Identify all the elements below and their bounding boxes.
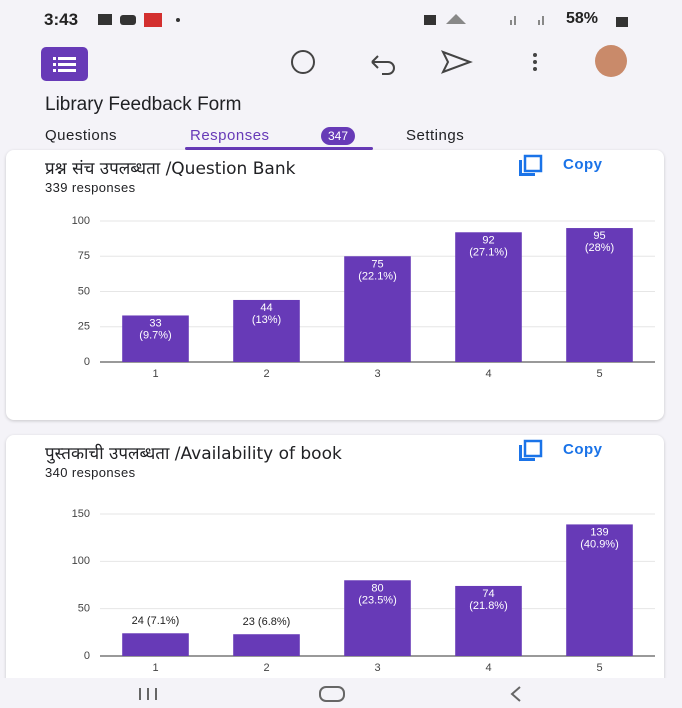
spacer <box>560 13 561 14</box>
more-icon[interactable] <box>533 53 537 71</box>
y-tick-label: 25 <box>78 321 90 333</box>
x-tick-label: 1 <box>152 368 158 380</box>
battery-icon <box>612 13 632 29</box>
send-icon[interactable] <box>443 52 470 72</box>
x-tick-label: 3 <box>374 662 380 674</box>
question-card: प्रश्न संच उपलब्धता /Question Bank 339 r… <box>6 150 664 420</box>
screen: 3:43 58% Library Feedback Form Questions… <box>0 0 682 708</box>
x-tick-label: 5 <box>596 368 602 380</box>
x-tick-label: 3 <box>374 368 380 380</box>
y-tick-label: 50 <box>78 285 90 297</box>
data-label: 23 (6.8%) <box>243 616 291 628</box>
status-icons <box>96 11 226 29</box>
bar <box>233 634 300 656</box>
tab-active[interactable]: Responses <box>190 127 270 144</box>
bar <box>122 633 189 656</box>
question-card: पुस्तकाची उपलब्धता /Availability of book… <box>6 435 664 700</box>
x-tick-label: 1 <box>152 662 158 674</box>
status-battery: 58% <box>566 10 598 28</box>
tab[interactable]: Questions <box>45 127 117 144</box>
y-tick-label: 50 <box>78 603 90 615</box>
status-time: 3:43 <box>44 10 78 30</box>
tab[interactable]: Settings <box>406 127 464 144</box>
palette-icon[interactable] <box>292 51 314 73</box>
status-signal <box>420 10 560 30</box>
toolbar <box>0 40 682 90</box>
tab-badge: 347 <box>321 127 355 145</box>
x-tick-label: 4 <box>485 662 491 674</box>
x-tick-label: 5 <box>596 662 602 674</box>
avatar[interactable] <box>595 45 627 77</box>
data-label: 24 (7.1%) <box>132 615 180 627</box>
y-tick-label: 0 <box>84 650 90 662</box>
form-title: Library Feedback Form <box>45 94 241 116</box>
chart: 0255075100133(9.7%)244(13%)375(22.1%)492… <box>6 150 664 410</box>
y-tick-label: 100 <box>72 555 90 567</box>
y-tick-label: 150 <box>72 508 90 520</box>
y-tick-label: 0 <box>84 356 90 368</box>
nav-bar <box>0 678 682 708</box>
x-tick-label: 2 <box>263 662 269 674</box>
undo-icon[interactable] <box>372 56 394 74</box>
y-tick-label: 100 <box>72 215 90 227</box>
x-tick-label: 2 <box>263 368 269 380</box>
x-tick-label: 4 <box>485 368 491 380</box>
y-tick-label: 75 <box>78 250 90 262</box>
